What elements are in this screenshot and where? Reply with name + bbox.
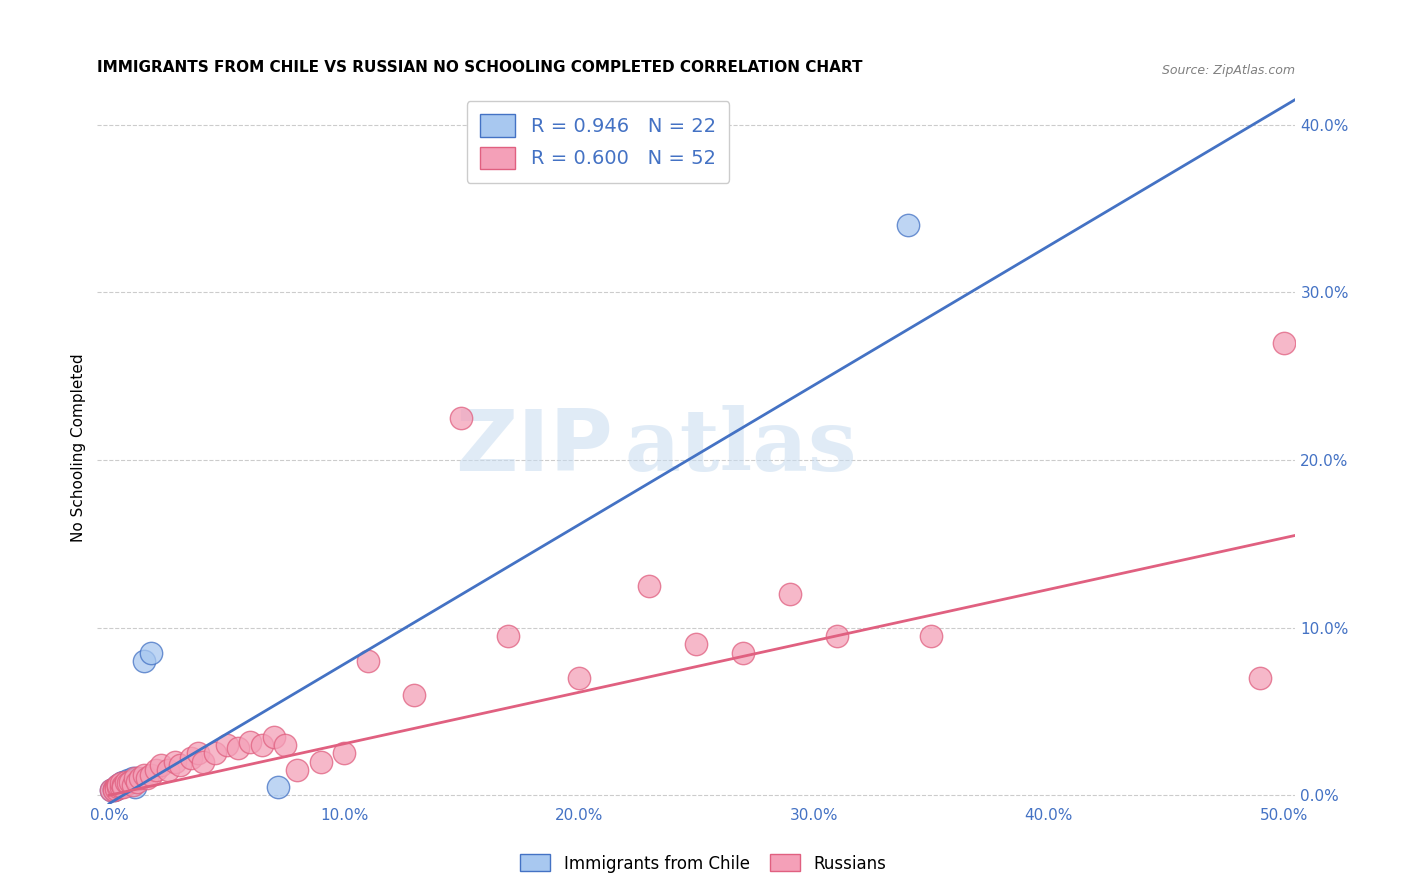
Text: Source: ZipAtlas.com: Source: ZipAtlas.com [1163, 64, 1295, 77]
Point [100, 783, 122, 797]
Point [120, 774, 142, 789]
Point [110, 780, 132, 794]
Point [100, 783, 122, 797]
Point [134, 654, 156, 668]
Point [226, 741, 249, 756]
Point [114, 774, 136, 789]
Point [124, 780, 146, 794]
Point [568, 671, 591, 685]
Point [112, 778, 135, 792]
Point [1272, 335, 1295, 350]
Point [103, 781, 125, 796]
Point [107, 780, 129, 794]
Point [733, 646, 755, 660]
Point [149, 758, 172, 772]
Point [117, 776, 139, 790]
Point [105, 780, 128, 794]
Point [103, 783, 125, 797]
Legend: Immigrants from Chile, Russians: Immigrants from Chile, Russians [513, 847, 893, 880]
Point [105, 780, 128, 794]
Point [267, 780, 290, 794]
Point [110, 780, 132, 794]
Point [274, 738, 297, 752]
Point [128, 772, 150, 786]
Point [105, 781, 128, 796]
Point [498, 629, 520, 643]
Point [141, 768, 163, 782]
Point [191, 755, 214, 769]
Point [685, 637, 707, 651]
Point [117, 773, 139, 788]
Point [263, 730, 285, 744]
Point [112, 780, 135, 794]
Point [121, 772, 143, 786]
Point [180, 751, 202, 765]
Point [121, 778, 143, 792]
Point [107, 780, 129, 794]
Point [309, 755, 332, 769]
Y-axis label: No Schooling Completed: No Schooling Completed [72, 353, 86, 541]
Point [827, 629, 849, 643]
Point [134, 768, 156, 782]
Point [105, 781, 128, 796]
Point [333, 747, 356, 761]
Point [638, 579, 661, 593]
Point [169, 758, 191, 772]
Point [156, 763, 179, 777]
Point [145, 763, 167, 777]
Point [1249, 671, 1271, 685]
Point [107, 778, 129, 792]
Text: atlas: atlas [624, 405, 858, 490]
Point [114, 776, 136, 790]
Legend: R = 0.946   N = 22, R = 0.600   N = 52: R = 0.946 N = 22, R = 0.600 N = 52 [467, 101, 730, 183]
Point [920, 629, 942, 643]
Point [163, 755, 186, 769]
Point [103, 783, 125, 797]
Point [356, 654, 378, 668]
Point [135, 772, 157, 786]
Point [187, 747, 209, 761]
Text: IMMIGRANTS FROM CHILE VS RUSSIAN NO SCHOOLING COMPLETED CORRELATION CHART: IMMIGRANTS FROM CHILE VS RUSSIAN NO SCHO… [97, 60, 863, 75]
Point [141, 646, 163, 660]
Point [110, 776, 132, 790]
Point [124, 772, 146, 786]
Point [103, 781, 125, 796]
Point [127, 774, 149, 789]
Point [897, 218, 920, 232]
Point [112, 778, 135, 792]
Text: ZIP: ZIP [454, 406, 613, 489]
Point [204, 747, 226, 761]
Point [127, 772, 149, 786]
Point [112, 774, 135, 789]
Point [450, 411, 472, 425]
Point [114, 778, 136, 792]
Point [285, 763, 308, 777]
Point [215, 738, 238, 752]
Point [239, 734, 262, 748]
Point [107, 778, 129, 792]
Point [404, 688, 426, 702]
Point [779, 587, 801, 601]
Point [250, 738, 273, 752]
Point [110, 776, 132, 790]
Point [120, 774, 142, 789]
